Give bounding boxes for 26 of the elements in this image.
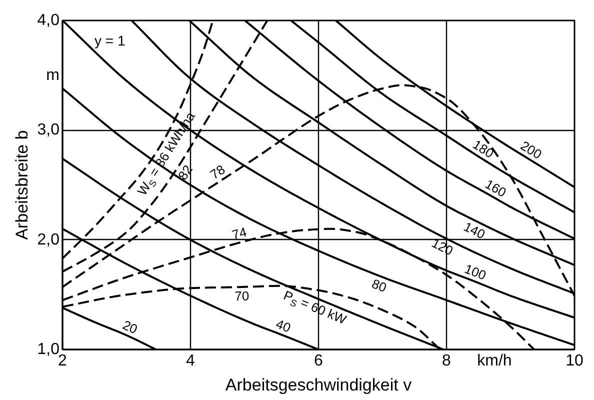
x-tick-label: 10 bbox=[566, 352, 584, 370]
annotation: 78 bbox=[207, 162, 228, 182]
x-tick-label: 8 bbox=[442, 352, 452, 370]
annotation: 20 bbox=[120, 317, 140, 337]
annotation: 160 bbox=[482, 176, 509, 200]
annotation: 200 bbox=[518, 138, 544, 162]
x-axis-title: Arbeitsgeschwindigkeit v bbox=[225, 376, 412, 394]
annotation: 74 bbox=[230, 224, 248, 242]
annotation: 40 bbox=[274, 316, 293, 336]
annotation: 180 bbox=[470, 136, 497, 162]
y-tick-label: 1,0 bbox=[37, 341, 60, 358]
y-tick-label: 4,0 bbox=[37, 12, 60, 29]
y-tick-label: 2,0 bbox=[37, 231, 60, 248]
y-axis-title: Arbeitsbreite b bbox=[12, 130, 32, 240]
x-tick-label: 6 bbox=[314, 352, 324, 370]
x-tick-label: km/h bbox=[477, 352, 512, 370]
x-tick-label: 2 bbox=[58, 352, 68, 370]
annotation: 70 bbox=[234, 288, 250, 304]
x-tick-label: 4 bbox=[186, 352, 196, 370]
annotation: y = 1 bbox=[94, 32, 126, 48]
annotation: 80 bbox=[370, 276, 389, 296]
annotation: 100 bbox=[462, 261, 488, 283]
y-tick-label: m bbox=[46, 66, 60, 84]
y-tick-label: 3,0 bbox=[37, 122, 60, 139]
annotation: 82 bbox=[174, 162, 196, 183]
annotation: 140 bbox=[461, 218, 488, 242]
